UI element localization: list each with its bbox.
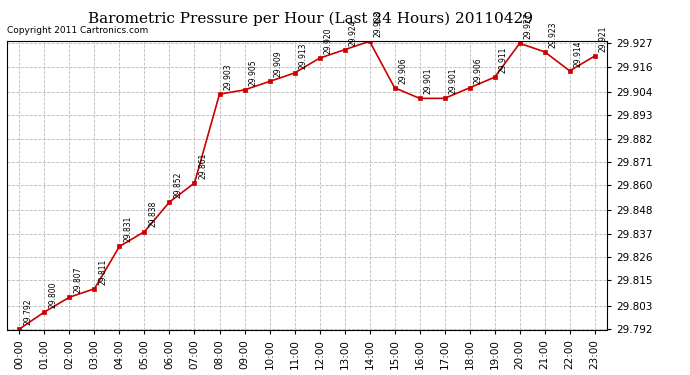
Text: 29.913: 29.913: [299, 42, 308, 69]
Text: 29.920: 29.920: [324, 27, 333, 54]
Text: Barometric Pressure per Hour (Last 24 Hours) 20110429: Barometric Pressure per Hour (Last 24 Ho…: [88, 11, 533, 26]
Text: 29.921: 29.921: [599, 26, 608, 52]
Text: 29.800: 29.800: [48, 281, 57, 308]
Text: 29.838: 29.838: [148, 201, 157, 228]
Text: 29.911: 29.911: [499, 46, 508, 73]
Text: 29.831: 29.831: [124, 216, 132, 242]
Text: 29.914: 29.914: [574, 40, 583, 67]
Text: 29.852: 29.852: [174, 171, 183, 198]
Text: 29.906: 29.906: [474, 57, 483, 84]
Text: 29.901: 29.901: [448, 68, 457, 94]
Text: 29.807: 29.807: [74, 267, 83, 293]
Text: 29.861: 29.861: [199, 153, 208, 179]
Text: 29.924: 29.924: [348, 19, 357, 45]
Text: 29.905: 29.905: [248, 59, 257, 86]
Text: 29.903: 29.903: [224, 63, 233, 90]
Text: 29.901: 29.901: [424, 68, 433, 94]
Text: 29.906: 29.906: [399, 57, 408, 84]
Text: 29.909: 29.909: [274, 51, 283, 77]
Text: 29.927: 29.927: [524, 13, 533, 39]
Text: 29.928: 29.928: [374, 11, 383, 37]
Text: 29.923: 29.923: [549, 21, 558, 48]
Text: 29.792: 29.792: [23, 298, 32, 325]
Text: Copyright 2011 Cartronics.com: Copyright 2011 Cartronics.com: [7, 27, 148, 36]
Text: 29.811: 29.811: [99, 258, 108, 285]
